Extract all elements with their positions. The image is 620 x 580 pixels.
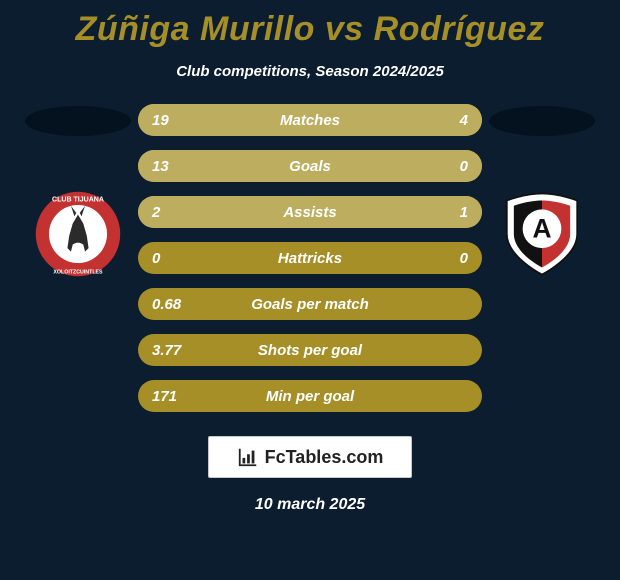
footer-date: 10 march 2025 xyxy=(255,496,365,514)
stat-bar: 3.77Shots per goal xyxy=(138,334,482,366)
bar-label: Min per goal xyxy=(138,388,482,405)
stat-bar: 171Min per goal xyxy=(138,380,482,412)
stat-bar: 00Hattricks xyxy=(138,242,482,274)
atlas-badge-icon: A xyxy=(498,190,586,278)
bar-label: Assists xyxy=(138,204,482,221)
stat-bar: 21Assists xyxy=(138,196,482,228)
left-club-badge: CLUB TIJUANA XOLOITZCUINTLES xyxy=(34,190,122,278)
footer-brand-text: FcTables.com xyxy=(265,447,384,468)
bar-label: Matches xyxy=(138,112,482,129)
right-side: A xyxy=(482,104,602,412)
left-side: CLUB TIJUANA XOLOITZCUINTLES xyxy=(18,104,138,412)
footer-brand-box: FcTables.com xyxy=(208,436,412,478)
content-row: CLUB TIJUANA XOLOITZCUINTLES 194Matches1… xyxy=(0,104,620,412)
shield-letter: A xyxy=(532,214,551,244)
bar-label: Goals per match xyxy=(138,296,482,313)
chart-icon xyxy=(237,446,259,468)
bar-label: Hattricks xyxy=(138,250,482,267)
stat-bar: 130Goals xyxy=(138,150,482,182)
right-player-ellipse xyxy=(489,106,595,136)
stat-bars: 194Matches 130Goals 21Assists 00Hattricks 0.… xyxy=(138,104,482,412)
page-title: Zúñiga Murillo vs Rodríguez xyxy=(76,10,545,49)
stat-bar: 194Matches xyxy=(138,104,482,136)
stat-bar: 0.68Goals per match xyxy=(138,288,482,320)
left-player-ellipse xyxy=(25,106,131,136)
svg-text:XOLOITZCUINTLES: XOLOITZCUINTLES xyxy=(53,270,103,276)
bar-label: Goals xyxy=(138,158,482,175)
right-club-badge: A xyxy=(498,190,586,278)
svg-text:CLUB TIJUANA: CLUB TIJUANA xyxy=(52,196,104,203)
comparison-card: Zúñiga Murillo vs Rodríguez Club competi… xyxy=(0,0,620,580)
page-subtitle: Club competitions, Season 2024/2025 xyxy=(176,63,444,80)
bar-label: Shots per goal xyxy=(138,342,482,359)
tijuana-badge-icon: CLUB TIJUANA XOLOITZCUINTLES xyxy=(34,190,122,278)
